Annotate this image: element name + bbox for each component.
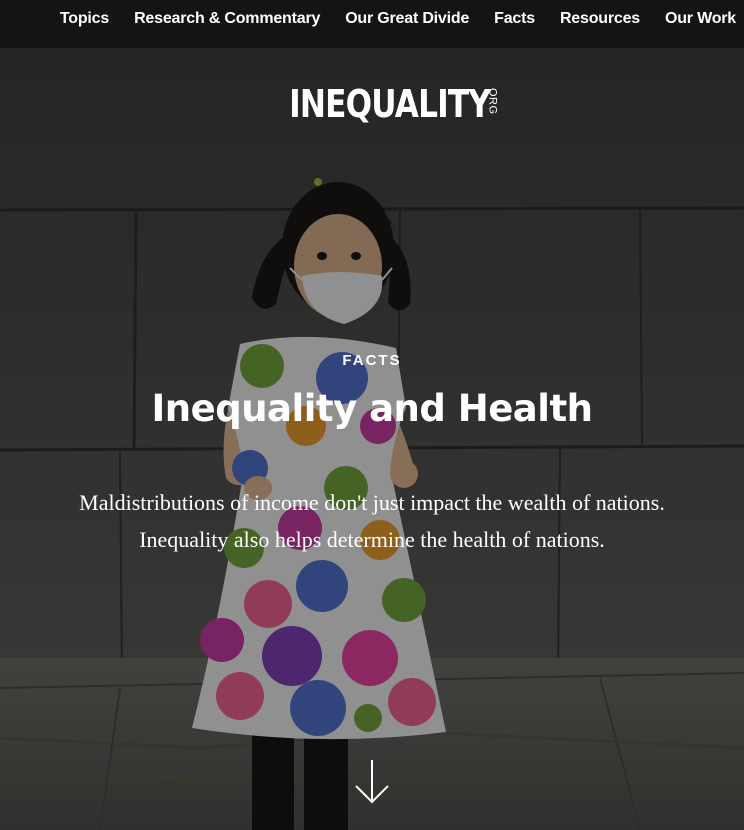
logo-wordmark: INEQUALITY ORG xyxy=(245,82,499,126)
logo-suffix: ORG xyxy=(486,88,499,115)
subtitle-line-2: Inequality also helps determine the heal… xyxy=(139,527,605,552)
nav-item-resources[interactable]: Resources xyxy=(559,10,640,27)
nav-item-our-great-divide[interactable]: Our Great Divide xyxy=(345,10,470,27)
nav-item-research-commentary[interactable]: Research & Commentary xyxy=(134,10,321,27)
hero-background-image xyxy=(0,48,744,830)
section-eyebrow[interactable]: FACTS xyxy=(342,352,402,369)
logo-text: INEQUALITY xyxy=(289,82,492,126)
site-logo[interactable]: INEQUALITY ORG xyxy=(0,84,744,124)
hero-section xyxy=(0,48,744,830)
page-subtitle: Maldistributions of income don't just im… xyxy=(20,484,724,558)
page-title: Inequality and Health xyxy=(151,387,593,430)
nav-list: Topics Research & Commentary Our Great D… xyxy=(60,0,736,38)
arrow-down-icon[interactable] xyxy=(352,756,392,808)
nav-item-our-work[interactable]: Our Work xyxy=(664,10,736,27)
hero-dark-overlay xyxy=(0,48,744,830)
nav-item-facts[interactable]: Facts xyxy=(494,10,535,27)
top-navigation: Topics Research & Commentary Our Great D… xyxy=(0,0,744,48)
nav-item-topics[interactable]: Topics xyxy=(59,10,110,27)
subtitle-line-1: Maldistributions of income don't just im… xyxy=(79,490,665,515)
